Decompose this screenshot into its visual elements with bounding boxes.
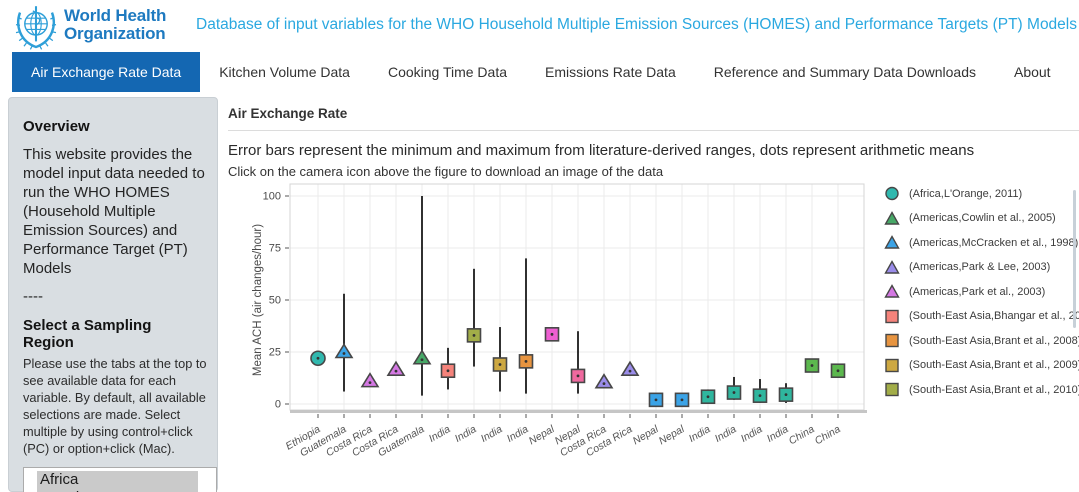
x-tick-label: India [687, 423, 713, 445]
legend-item-africa-l-orange-2011[interactable]: (Africa,L'Orange, 2011) [884, 186, 1079, 201]
who-wordmark: World Health Organization [64, 7, 166, 43]
legend-item-south-east-asia-bhangar-et-al-2006[interactable]: (South-East Asia,Bhangar et al., 2006) [884, 309, 1079, 324]
data-point-9-india[interactable] [518, 258, 534, 394]
chart-legend: (Africa,L'Orange, 2011) (Americas,Cowlin … [884, 186, 1079, 407]
main-panel: Air Exchange Rate Error bars represent t… [228, 95, 1079, 492]
square-marker-icon [885, 309, 899, 323]
region-heading: Select a Sampling Region [23, 317, 152, 351]
circle-marker-icon [885, 186, 899, 201]
wordmark-line1: World Health [64, 6, 167, 25]
tab-emissions-rate-data[interactable]: Emissions Rate Data [545, 64, 676, 80]
legend-label: (Americas,McCracken et al., 1998) [909, 236, 1079, 249]
legend-item-south-east-asia-brant-et-al-2009[interactable]: (South-East Asia,Brant et al., 2009) [884, 358, 1079, 373]
who-logo-icon [15, 6, 57, 50]
wordmark-line2: Organization [64, 24, 166, 43]
triangle-marker-icon [884, 284, 900, 298]
data-point-20-china[interactable] [804, 358, 820, 373]
svg-text:100: 100 [263, 191, 281, 203]
data-point-18-india[interactable] [752, 379, 768, 403]
legend-label: (Americas,Park et al., 2003) [909, 285, 1046, 298]
legend-label: (South-East Asia,Brant et al., 2010) [909, 383, 1079, 396]
sidebar-divider: ---- [23, 288, 43, 305]
legend-label: (South-East Asia,Brant et al., 2009) [909, 359, 1079, 371]
data-point-7-india[interactable] [466, 268, 482, 367]
legend-label: (South-East Asia,Brant et al., 2008) [909, 334, 1079, 347]
svg-text:25: 25 [269, 347, 281, 359]
y-axis-title: Mean ACH (air changes/hour) [252, 224, 264, 376]
navbar: Air Exchange Rate Data Kitchen Volume Dat… [0, 52, 1079, 92]
data-point-19-india[interactable] [778, 383, 794, 403]
chart-hint: Click on the camera icon above the figur… [228, 164, 664, 179]
panel-heading: Air Exchange Rate [228, 95, 1079, 131]
data-point-4-costa-rica[interactable] [386, 360, 406, 376]
x-tick-label: India [739, 423, 765, 445]
x-tick-label: Nepal [657, 423, 687, 447]
x-tick-label: Nepal [631, 423, 661, 447]
data-point-17-india[interactable] [726, 376, 742, 400]
legend-label: (Americas,Park & Lee, 2003) [909, 261, 1051, 273]
data-point-11-nepal[interactable] [570, 331, 586, 394]
data-point-5-guatemala[interactable] [412, 196, 432, 396]
data-point-21-china[interactable] [830, 363, 846, 379]
region-option-americas[interactable]: Americas [37, 488, 198, 492]
tab-about[interactable]: About [1013, 64, 1051, 80]
tab-reference-and-summary-data-downloads[interactable]: Reference and Summary Data Downloads [713, 64, 976, 80]
region-option-africa[interactable]: Africa [37, 471, 198, 489]
legend-scrollbar[interactable] [1073, 190, 1076, 328]
triangle-marker-icon [884, 259, 900, 274]
data-point-6-india[interactable] [440, 347, 456, 390]
data-point-10-nepal[interactable] [544, 327, 560, 342]
data-point-15-nepal[interactable] [674, 392, 690, 408]
square-marker-icon [885, 333, 899, 348]
overview-text: This website provides the model input da… [23, 146, 205, 277]
data-point-16-india[interactable] [700, 389, 716, 405]
legend-item-americas-cowlin-et-al-2005[interactable]: (Americas,Cowlin et al., 2005) [884, 210, 1079, 226]
region-help-text: Please use the tabs at the top to see av… [23, 356, 207, 456]
tab-kitchen-volume-data[interactable]: Kitchen Volume Data [219, 64, 350, 80]
triangle-marker-icon [884, 235, 900, 249]
data-point-12-costa-rica[interactable] [594, 373, 614, 389]
sidebar: Overview This website provides the model… [8, 97, 218, 492]
legend-item-south-east-asia-brant-et-al-2008[interactable]: (South-East Asia,Brant et al., 2008) [884, 333, 1079, 348]
data-point-8-india[interactable] [492, 327, 508, 392]
legend-label: (South-East Asia,Bhangar et al., 2006) [909, 310, 1079, 322]
x-tick-label: China [787, 423, 817, 447]
app-title: Database of input variables for the WHO … [196, 16, 1077, 33]
square-marker-icon [885, 358, 899, 372]
square-marker-icon [885, 382, 899, 397]
app-header: World Health Organization Database of in… [0, 0, 1079, 52]
data-point-14-nepal[interactable] [648, 392, 664, 408]
tab-cooking-time-data[interactable]: Cooking Time Data [387, 64, 508, 80]
legend-label: (Africa,L'Orange, 2011) [909, 187, 1023, 200]
data-point-2-guatemala[interactable] [334, 293, 354, 392]
legend-label: (Americas,Cowlin et al., 2005) [909, 212, 1056, 224]
triangle-marker-icon [884, 210, 900, 225]
data-point-1-ethiopia[interactable] [310, 350, 326, 367]
svg-text:0: 0 [275, 399, 281, 411]
legend-item-americas-mccracken-et-al-1998[interactable]: (Americas,McCracken et al., 1998) [884, 235, 1079, 250]
region-listbox[interactable]: AfricaAmericasSouth-East Asia [23, 467, 217, 492]
legend-item-south-east-asia-brant-et-al-2010[interactable]: (South-East Asia,Brant et al., 2010) [884, 382, 1079, 397]
overview-heading: Overview [23, 118, 90, 135]
chart-description: Error bars represent the minimum and max… [228, 142, 975, 159]
x-tick-label: India [765, 423, 791, 445]
legend-item-americas-park-lee-2003[interactable]: (Americas,Park & Lee, 2003) [884, 259, 1079, 275]
tab-air-exchange-rate-data[interactable]: Air Exchange Rate Data [12, 52, 201, 92]
data-point-13-costa-rica[interactable] [620, 360, 640, 376]
svg-text:75: 75 [269, 243, 281, 255]
x-tick-label: India [453, 423, 479, 445]
svg-text:50: 50 [269, 295, 281, 307]
x-tick-label: India [713, 423, 739, 445]
x-tick-label: China [813, 423, 843, 447]
x-tick-label: Nepal [527, 423, 557, 447]
legend-item-americas-park-et-al-2003[interactable]: (Americas,Park et al., 2003) [884, 284, 1079, 299]
x-tick-label: India [427, 423, 453, 445]
x-tick-label: India [479, 423, 505, 445]
x-tick-label: India [505, 423, 531, 445]
data-point-3-costa-rica[interactable] [360, 372, 380, 388]
